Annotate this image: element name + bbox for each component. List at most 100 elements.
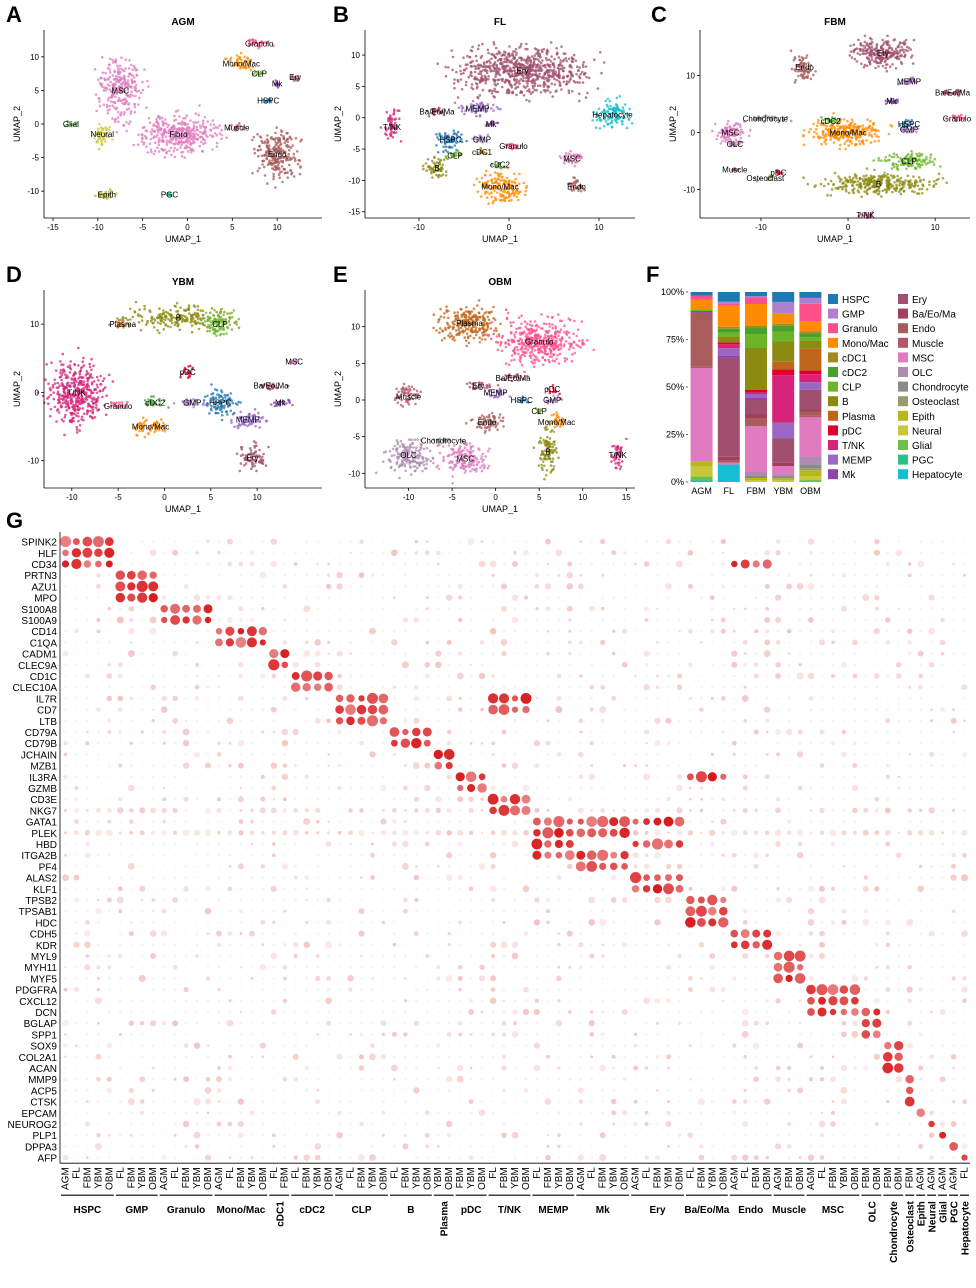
cluster-point bbox=[86, 377, 89, 380]
cluster-point bbox=[170, 126, 174, 129]
cluster-point bbox=[553, 57, 556, 61]
cluster-point bbox=[147, 85, 150, 88]
cluster-point bbox=[598, 127, 602, 130]
cluster-point bbox=[287, 398, 290, 402]
x-tick-label: 10 bbox=[273, 223, 282, 232]
cluster-point bbox=[189, 317, 193, 321]
cluster-point bbox=[94, 397, 98, 401]
cluster-point bbox=[139, 91, 143, 95]
cluster-point bbox=[188, 146, 191, 149]
cluster-point bbox=[520, 42, 523, 46]
cluster-point bbox=[459, 78, 463, 81]
cluster-point bbox=[452, 129, 456, 132]
cluster-point bbox=[84, 374, 88, 377]
cluster-point bbox=[181, 127, 184, 130]
cluster-point bbox=[466, 54, 469, 58]
cluster-point bbox=[573, 176, 577, 180]
cluster-point bbox=[478, 115, 482, 118]
cluster-point bbox=[225, 410, 228, 413]
cluster-point bbox=[492, 199, 495, 203]
cluster-point bbox=[63, 433, 66, 437]
cluster-point bbox=[435, 144, 438, 147]
cluster-point bbox=[528, 63, 532, 67]
cluster-point bbox=[62, 420, 65, 423]
cluster-point bbox=[162, 149, 165, 152]
cluster-point bbox=[391, 135, 395, 139]
cluster-point bbox=[169, 325, 172, 329]
cluster-point bbox=[467, 75, 471, 79]
cluster-point bbox=[470, 83, 474, 86]
cluster-point bbox=[228, 323, 231, 327]
cluster-point bbox=[865, 188, 869, 192]
cluster-point bbox=[164, 130, 168, 133]
cluster-point bbox=[582, 65, 585, 69]
cluster-point bbox=[174, 130, 178, 134]
cluster-point bbox=[464, 83, 468, 87]
cluster-point bbox=[824, 132, 828, 136]
cluster-point bbox=[247, 44, 251, 47]
cluster-point bbox=[196, 308, 200, 312]
cluster-point bbox=[895, 166, 899, 169]
cluster-point bbox=[133, 105, 137, 109]
cluster-point bbox=[492, 41, 496, 44]
cluster-point bbox=[109, 57, 112, 61]
cluster-point bbox=[231, 401, 234, 405]
cluster-point bbox=[204, 141, 207, 145]
cluster-point bbox=[470, 74, 474, 78]
cluster-point bbox=[387, 119, 390, 123]
cluster-label: Mono/Mac bbox=[223, 60, 260, 69]
cluster-point bbox=[215, 133, 219, 137]
cluster-point bbox=[888, 65, 892, 68]
cluster-point bbox=[145, 106, 148, 109]
cluster-point bbox=[433, 155, 436, 159]
cluster-point bbox=[520, 59, 523, 62]
cluster-point bbox=[231, 315, 234, 319]
cluster-point bbox=[106, 112, 110, 115]
cluster-point bbox=[522, 94, 526, 97]
cluster-point bbox=[208, 326, 212, 330]
cluster-point bbox=[104, 413, 108, 417]
cluster-point bbox=[260, 154, 264, 158]
cluster-point bbox=[256, 44, 260, 48]
cluster-point bbox=[877, 65, 880, 68]
cluster-point bbox=[875, 134, 878, 138]
cluster-point bbox=[545, 58, 549, 62]
cluster-point bbox=[173, 323, 177, 327]
cluster-point bbox=[216, 411, 220, 415]
cluster-point bbox=[872, 159, 875, 162]
cluster-point bbox=[282, 167, 286, 171]
cluster-point bbox=[888, 154, 891, 157]
cluster-point bbox=[553, 66, 556, 69]
cluster-point bbox=[867, 176, 871, 180]
cluster-point bbox=[145, 129, 149, 133]
cluster-point bbox=[201, 119, 205, 122]
cluster-point bbox=[493, 83, 497, 86]
cluster-fibro bbox=[125, 104, 228, 159]
cluster-point bbox=[863, 34, 867, 38]
cluster-point bbox=[72, 373, 76, 376]
cluster-point bbox=[117, 72, 120, 75]
cluster-point bbox=[584, 65, 588, 68]
cluster-point bbox=[90, 357, 93, 361]
cluster-point bbox=[158, 331, 161, 335]
cluster-point bbox=[296, 162, 300, 166]
y-tick-label: -10 bbox=[683, 186, 695, 195]
cluster-point bbox=[505, 55, 509, 59]
cluster-point bbox=[73, 378, 77, 382]
cluster-point bbox=[858, 177, 862, 181]
cluster-point bbox=[884, 156, 887, 159]
cluster-point bbox=[231, 64, 235, 68]
cluster-point bbox=[173, 119, 176, 122]
cluster-point bbox=[392, 113, 395, 116]
cluster-point bbox=[495, 105, 499, 109]
cluster-point bbox=[94, 194, 97, 198]
cluster-point bbox=[917, 192, 921, 195]
cluster-point bbox=[862, 142, 865, 146]
cluster-point bbox=[226, 312, 229, 315]
cluster-point bbox=[106, 98, 110, 102]
cluster-point bbox=[392, 108, 396, 111]
cluster-point bbox=[197, 113, 200, 117]
cluster-point bbox=[573, 81, 577, 84]
cluster-point bbox=[183, 146, 187, 150]
cluster-point bbox=[863, 63, 867, 67]
